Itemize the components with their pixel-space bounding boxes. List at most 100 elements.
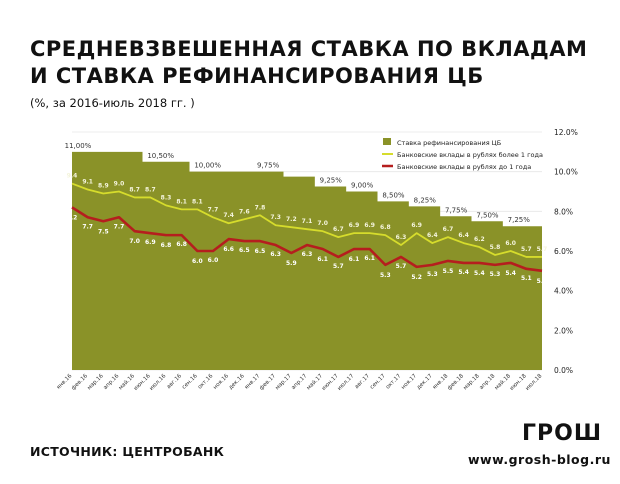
short-deposit-data-label: 5.0 [537, 278, 548, 285]
long-deposit-data-label: 6.7 [333, 226, 344, 233]
refinancing-rate-label: 11,00% [65, 142, 92, 150]
legend-entry: Банковские вклады в рублях до 1 года [397, 163, 531, 171]
long-deposit-data-label: 8.7 [145, 186, 156, 193]
short-deposit-polyline [71, 206, 543, 273]
page-title: Средневзвешенная ставка по вкладам и ста… [30, 37, 588, 88]
short-deposit-data-label: 6.1 [317, 256, 328, 263]
refinancing-rate-label: 9,25% [320, 177, 343, 185]
x-tick-label: мар.18 [463, 373, 482, 392]
short-deposit-line [71, 206, 543, 273]
short-deposit-data-label: 8.2 [67, 214, 78, 221]
short-deposit-data-label: 5.4 [474, 270, 485, 277]
long-deposit-data-label: 9.4 [67, 173, 78, 180]
legend-swatch-area [383, 138, 391, 145]
refinancing-rate-label: 7,50% [476, 211, 499, 219]
long-deposit-data-label: 8.3 [161, 194, 172, 201]
refinancing-rate-label: 10,00% [194, 162, 221, 170]
short-deposit-data-label: 5.9 [286, 260, 297, 267]
x-tick-label: авг.17 [354, 373, 372, 391]
x-tick-label: мар.16 [87, 373, 106, 392]
refinancing-rate-area-shape [72, 151, 542, 370]
long-deposit-data-label: 8.1 [192, 198, 203, 205]
x-tick-label: мар.17 [275, 373, 294, 392]
x-tick-label: дек.17 [416, 373, 434, 391]
y-tick-label: 12.0% [554, 128, 578, 137]
x-tick-label: дек.16 [228, 373, 246, 391]
short-deposit-data-label: 6.8 [176, 241, 187, 248]
short-deposit-data-label: 6.6 [223, 246, 234, 253]
long-deposit-data-label: 6.9 [364, 222, 375, 229]
short-deposit-data-label: 7.0 [129, 238, 140, 245]
x-tick-label: ноя.16 [212, 373, 230, 391]
short-deposit-data-label: 6.3 [270, 251, 281, 258]
x-tick-label: июл.17 [337, 373, 356, 392]
short-deposit-data-label: 5.3 [427, 271, 438, 278]
short-deposit-data-label: 6.8 [161, 242, 172, 249]
long-deposit-data-label: 7.7 [208, 206, 219, 213]
long-deposit-data-label: 5.7 [537, 246, 548, 253]
y-tick-label: 10.0% [554, 168, 578, 177]
page-subtitle: (%, за 2016-июль 2018 гг. ) [30, 96, 195, 110]
long-deposit-data-label: 5.7 [521, 246, 532, 253]
y-tick-label: 4.0% [554, 287, 573, 296]
source-note: Источник: Центробанк [30, 444, 225, 459]
x-tick-label: июл.18 [525, 373, 544, 392]
chart: 11,00% 10,50% 10,00% 9,75% 9,25% 9,00% 8,50% 8,… [56, 128, 578, 392]
long-deposit-data-label: 7.4 [223, 212, 234, 219]
refinancing-rate-label: 7,75% [445, 206, 468, 214]
refinancing-rate-label: 10,50% [147, 152, 174, 160]
x-tick-label: авг.16 [166, 373, 184, 391]
long-deposit-data-label: 7.1 [302, 218, 313, 225]
x-tick-label: фев.17 [259, 373, 278, 392]
long-deposit-data-label: 6.9 [349, 222, 360, 229]
x-tick-label: фев.18 [447, 373, 466, 392]
short-deposit-data-label: 5.3 [380, 272, 391, 279]
long-deposit-data-label: 8.1 [176, 198, 187, 205]
refinancing-rate-label: 8,50% [382, 191, 405, 199]
long-deposit-data-label: 6.4 [458, 232, 469, 239]
long-deposit-data-label: 9.0 [114, 181, 125, 188]
y-tick-label: 8.0% [554, 207, 573, 216]
long-deposit-data-label: 6.3 [396, 234, 407, 241]
x-axis: янв.16фев.16мар.16апр.16май.16июн.16июл.… [56, 372, 544, 392]
short-deposit-labels: 8.2 7.7 7.5 7.7 7.0 6.9 6.8 6.8 6.0 6.0 6.6 6.5 6.5 6… [67, 214, 548, 284]
short-deposit-data-label: 5.7 [396, 263, 407, 270]
long-deposit-line [71, 182, 542, 258]
x-tick-label: окт.17 [385, 373, 403, 391]
short-deposit-data-label: 5.3 [490, 271, 501, 278]
long-deposit-data-label: 6.7 [443, 226, 454, 233]
long-deposit-data-label: 9.1 [82, 179, 93, 186]
short-deposit-data-label: 6.0 [208, 257, 219, 264]
short-deposit-data-label: 6.3 [302, 251, 313, 258]
y-tick-label: 0.0% [554, 366, 573, 375]
long-deposit-data-label: 8.7 [129, 186, 140, 193]
short-deposit-data-label: 7.7 [114, 223, 125, 230]
short-deposit-data-label: 5.1 [521, 275, 532, 282]
refinancing-rate-label: 9,75% [257, 162, 280, 170]
long-deposit-data-label: 6.4 [427, 232, 438, 239]
x-tick-label: фев.16 [71, 373, 90, 392]
y-tick-label: 2.0% [554, 326, 573, 335]
x-tick-label: сен.17 [369, 373, 387, 391]
x-tick-label: июл.16 [149, 373, 168, 392]
long-deposit-data-label: 5.8 [490, 244, 501, 251]
brand-logo: ГРОШ [522, 421, 603, 446]
legend-entry: Банковские вклады в рублях более 1 года [397, 151, 543, 159]
long-deposit-data-label: 7.3 [270, 214, 281, 221]
refinancing-rate-label: 8,25% [414, 196, 437, 204]
y-tick-label: 6.0% [554, 247, 573, 256]
long-deposit-data-label: 6.0 [505, 240, 516, 247]
x-tick-label: ноя.17 [400, 373, 418, 391]
long-deposit-labels: 9.4 9.1 8.9 9.0 8.7 8.7 8.3 8.1 8.1 7.7 7.4 7.6 7.8 7… [67, 173, 548, 253]
long-deposit-data-label: 7.8 [255, 204, 266, 211]
long-deposit-data-label: 7.6 [239, 208, 250, 215]
long-deposit-data-label: 6.2 [474, 236, 485, 243]
legend: Ставка рефинансирования ЦБ Банковские вкл… [382, 138, 543, 171]
y-axis: 0.0% 2.0% 4.0% 6.0% 8.0% 10.0% 12.0% [554, 128, 578, 375]
long-deposit-data-label: 7.2 [286, 216, 297, 223]
short-deposit-data-label: 5.2 [411, 274, 422, 281]
short-deposit-data-label: 6.5 [255, 248, 266, 255]
refinancing-rate-label: 9,00% [351, 182, 374, 190]
short-deposit-data-label: 5.7 [333, 263, 344, 270]
short-deposit-data-label: 6.0 [192, 258, 203, 265]
